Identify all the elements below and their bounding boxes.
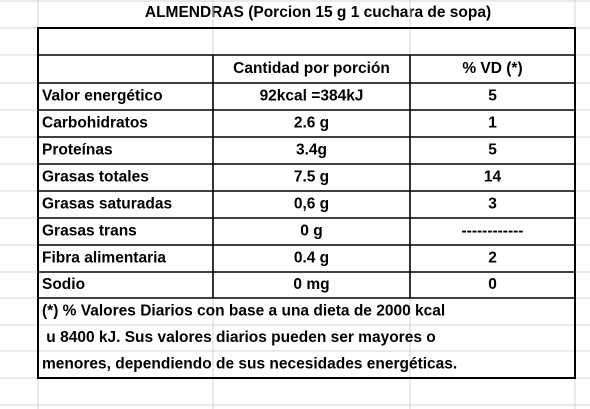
amount: 92kcal =384kJ (260, 88, 364, 105)
row-label: Grasas trans (42, 223, 137, 240)
amount: 7.5 g (294, 169, 329, 186)
row-label: Sodio (42, 276, 85, 293)
row-label: Grasas totales (42, 169, 149, 186)
daily-value: 3 (488, 196, 497, 213)
table-border (37, 27, 576, 379)
daily-value: ------------ (462, 223, 524, 240)
amount: 2.6 g (294, 115, 329, 132)
row-label: Grasas saturadas (42, 196, 172, 213)
row-label: Fibra alimentaria (42, 250, 166, 267)
daily-value: 5 (488, 88, 497, 105)
amount: 0 mg (293, 276, 329, 293)
amount: 0,6 g (294, 196, 329, 213)
amount: 3.4g (296, 142, 327, 159)
row-label: Valor energético (42, 88, 163, 105)
column-header: % VD (*) (462, 60, 522, 77)
daily-value: 0 (488, 276, 497, 293)
footnote: u 8400 kJ. Sus valores diarios pueden se… (42, 329, 436, 346)
daily-value: 2 (488, 250, 497, 267)
row-label: Proteínas (42, 142, 113, 159)
footnote: (*) % Valores Diarios con base a una die… (42, 303, 445, 320)
title: ALMENDRAS (Porcion 15 g 1 cuchara de sop… (145, 4, 491, 21)
daily-value: 1 (488, 115, 497, 132)
daily-value: 5 (488, 142, 497, 159)
daily-value: 14 (484, 169, 502, 186)
amount: 0.4 g (294, 250, 329, 267)
amount: 0 g (300, 223, 322, 240)
column-header: Cantidad por porción (233, 60, 390, 77)
row-label: Carbohidratos (42, 115, 148, 132)
footnote: menores, dependiendo de sus necesidades … (42, 356, 457, 373)
